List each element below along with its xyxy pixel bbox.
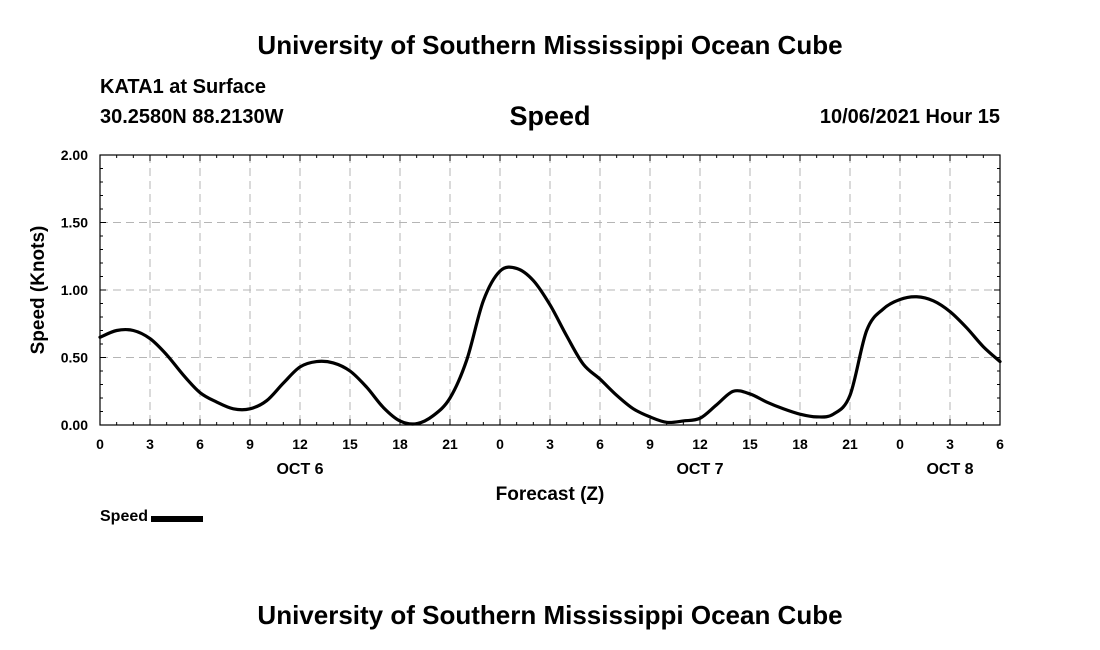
speed-series-line: [98, 265, 1002, 426]
x-tick-label: 18: [392, 436, 408, 452]
x-tick-label: 21: [442, 436, 458, 452]
station-label: KATA1 at Surface: [100, 76, 266, 98]
footer-title: University of Southern Mississippi Ocean…: [257, 600, 843, 630]
y-tick-label: 0.00: [61, 417, 88, 433]
x-tick-label: 15: [342, 436, 358, 452]
y-tick-label: 0.50: [61, 350, 88, 366]
y-tick-label: 2.00: [61, 147, 88, 163]
x-tick-label: 12: [292, 436, 308, 452]
x-axis-label: Forecast (Z): [496, 484, 605, 505]
x-tick-label: 3: [546, 436, 554, 452]
y-tick-label: 1.50: [61, 215, 88, 231]
legend: Speed: [100, 508, 204, 526]
x-tick-label: 0: [96, 436, 104, 452]
x-tick-label: 12: [692, 436, 708, 452]
date-label: OCT 7: [676, 461, 723, 478]
legend-label: Speed: [100, 508, 149, 525]
x-tick-label: 6: [596, 436, 604, 452]
main-title: University of Southern Mississippi Ocean…: [257, 30, 843, 60]
y-axis-label: Speed (Knots): [28, 226, 49, 355]
forecast-datetime: 10/06/2021 Hour 15: [819, 106, 1000, 128]
date-label: OCT 8: [926, 461, 973, 478]
x-tick-label: 6: [196, 436, 204, 452]
variable-title: Speed: [509, 101, 591, 131]
coordinates-label: 30.2580N 88.2130W: [100, 106, 284, 128]
x-tick-label: 0: [496, 436, 504, 452]
x-tick-label: 21: [842, 436, 858, 452]
x-tick-label: 9: [246, 436, 254, 452]
x-tick-label: 0: [896, 436, 904, 452]
x-tick-label: 3: [946, 436, 954, 452]
x-tick-label: 9: [646, 436, 654, 452]
x-tick-label: 3: [146, 436, 154, 452]
legend-line-swatch: [151, 515, 204, 522]
date-label: OCT 6: [276, 461, 323, 478]
y-tick-label: 1.00: [61, 282, 88, 298]
x-tick-label: 18: [792, 436, 808, 452]
x-tick-label: 6: [996, 436, 1004, 452]
x-tick-label: 15: [742, 436, 758, 452]
